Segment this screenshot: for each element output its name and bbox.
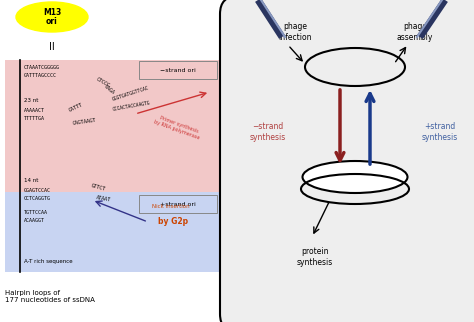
Text: TGTTCCAA: TGTTCCAA — [24, 210, 48, 214]
Text: M13
ori: M13 ori — [43, 8, 61, 26]
Text: protein
synthesis: protein synthesis — [297, 247, 333, 267]
Ellipse shape — [16, 2, 88, 32]
Text: ACAAGGT: ACAAGGT — [24, 217, 45, 223]
Text: CCCACTACCAAGTG: CCCACTACCAAGTG — [112, 100, 151, 112]
Text: Primer synthesis
by RNA polymerase: Primer synthesis by RNA polymerase — [154, 114, 202, 140]
Text: CTCCC: CTCCC — [95, 76, 110, 88]
Text: +strand ori: +strand ori — [160, 202, 196, 206]
Text: A-T rich sequence: A-T rich sequence — [24, 260, 73, 264]
Ellipse shape — [302, 161, 408, 193]
Text: −strand
synthesis: −strand synthesis — [250, 122, 286, 142]
Text: −strand ori: −strand ori — [160, 68, 196, 72]
Text: +strand
synthesis: +strand synthesis — [422, 122, 458, 142]
Text: by G2p: by G2p — [158, 217, 188, 226]
Text: GATTTAGCCCC: GATTTAGCCCC — [24, 72, 57, 78]
Text: 14 nt: 14 nt — [24, 177, 38, 183]
FancyBboxPatch shape — [139, 61, 217, 79]
Text: GTTCT: GTTCT — [90, 183, 106, 191]
Text: AAAAACT: AAAAACT — [24, 108, 45, 112]
Text: ATAAT: ATAAT — [96, 195, 112, 203]
Text: Nick insertion: Nick insertion — [152, 204, 190, 210]
Text: phage
assembly: phage assembly — [397, 22, 433, 42]
Text: GGAGTCCAC: GGAGTCCAC — [24, 187, 51, 193]
FancyBboxPatch shape — [220, 0, 474, 322]
Text: CAGTAAGT: CAGTAAGT — [72, 118, 97, 126]
Text: Hairpin loops of
177 nucleotides of ssDNA: Hairpin loops of 177 nucleotides of ssDN… — [5, 290, 95, 304]
Text: 23 nt: 23 nt — [24, 98, 38, 102]
Text: CTAAATCGGGGG: CTAAATCGGGGG — [24, 64, 60, 70]
Bar — [5, 60, 220, 192]
Text: GAGA: GAGA — [103, 84, 115, 96]
Text: TTTTTGA: TTTTTGA — [24, 116, 45, 120]
Text: CCTCAGGTG: CCTCAGGTG — [24, 195, 51, 201]
Bar — [5, 192, 220, 272]
Text: GATTT: GATTT — [68, 101, 84, 112]
Text: GGGTGATGGTTCAC: GGGTGATGGTTCAC — [112, 86, 150, 102]
Text: II: II — [49, 42, 55, 52]
FancyBboxPatch shape — [139, 195, 217, 213]
Text: phage
infection: phage infection — [278, 22, 312, 42]
